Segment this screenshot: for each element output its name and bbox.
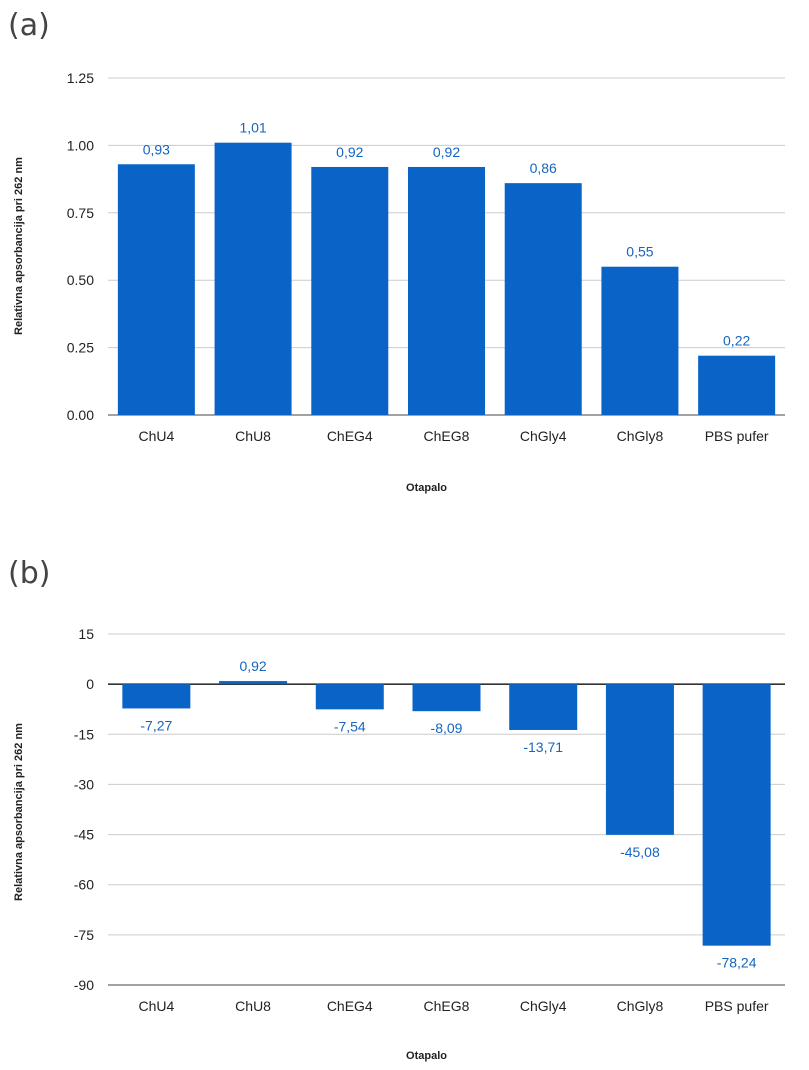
data-label: -78,24	[717, 955, 757, 971]
bar	[601, 266, 679, 415]
bar	[214, 142, 292, 416]
bar	[219, 681, 288, 685]
x-tick-label: ChEG4	[327, 428, 373, 444]
bar	[702, 684, 771, 946]
y-tick-label: 0	[86, 676, 94, 692]
bar	[504, 183, 582, 415]
bar	[698, 355, 776, 415]
x-tick-label: PBS pufer	[705, 998, 769, 1014]
bar	[315, 684, 384, 710]
data-label: 0,92	[433, 144, 460, 160]
y-tick-label: 0.25	[67, 340, 94, 356]
panel-a-tag: (a)	[8, 8, 50, 43]
x-axis-title: Otapalo	[406, 1050, 447, 1062]
data-label: 0,92	[239, 658, 266, 674]
y-tick-label: -90	[74, 977, 94, 993]
data-label: 0,22	[723, 333, 750, 349]
y-tick-label: 1.00	[67, 137, 94, 153]
bar	[605, 684, 674, 835]
data-label: 0,92	[336, 144, 363, 160]
x-tick-label: ChU8	[235, 998, 271, 1014]
x-tick-label: ChEG8	[424, 998, 470, 1014]
x-tick-label: PBS pufer	[705, 428, 769, 444]
data-label: -8,09	[431, 720, 463, 736]
data-label: -13,71	[523, 739, 563, 755]
data-label: 1,01	[239, 120, 266, 136]
data-label: -7,27	[140, 717, 172, 733]
y-tick-label: 0.00	[67, 407, 94, 423]
bar	[412, 684, 481, 712]
data-label: -7,54	[334, 718, 366, 734]
x-tick-label: ChGly4	[520, 428, 567, 444]
y-tick-label: 15	[78, 626, 94, 642]
x-tick-label: ChU8	[235, 428, 271, 444]
data-label: 0,93	[143, 141, 170, 157]
y-tick-label: 0.75	[67, 205, 94, 221]
x-tick-label: ChGly4	[520, 998, 567, 1014]
data-label: -45,08	[620, 844, 660, 860]
data-label: 0,86	[530, 160, 557, 176]
bar	[117, 164, 195, 415]
x-tick-label: ChGly8	[617, 428, 664, 444]
x-axis-title: Otapalo	[406, 482, 447, 494]
x-tick-label: ChEG4	[327, 998, 373, 1014]
x-tick-label: ChGly8	[617, 998, 664, 1014]
y-axis-title: Relativna apsorbancija pri 262 nm	[13, 157, 25, 335]
y-tick-label: -45	[74, 827, 94, 843]
x-tick-label: ChU4	[138, 428, 174, 444]
y-tick-label: -60	[74, 877, 94, 893]
y-tick-label: -75	[74, 927, 94, 943]
y-tick-label: 1.25	[67, 70, 94, 86]
bar	[509, 684, 578, 730]
data-label: 0,55	[626, 244, 653, 260]
y-tick-label: 0.50	[67, 272, 94, 288]
x-tick-label: ChEG8	[424, 428, 470, 444]
y-tick-label: -30	[74, 776, 94, 792]
bar	[408, 166, 485, 415]
panel-b-tag: (b)	[8, 556, 51, 591]
bar	[311, 166, 389, 415]
y-axis-title: Relativna apsorbancija pri 262 nm	[13, 723, 25, 901]
x-tick-label: ChU4	[138, 998, 174, 1014]
y-tick-label: -15	[74, 726, 94, 742]
bar	[122, 684, 191, 709]
